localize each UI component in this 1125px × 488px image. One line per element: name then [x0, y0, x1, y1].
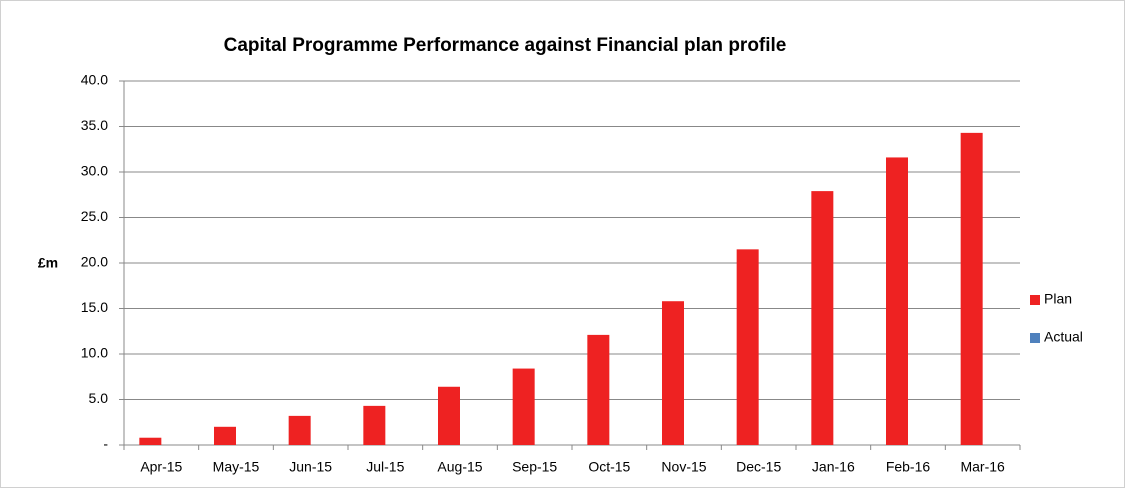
legend-swatch	[1030, 295, 1040, 305]
bar	[139, 437, 162, 445]
bar	[662, 301, 684, 445]
y-tick-label: 20.0	[81, 254, 108, 270]
legend-swatch	[1030, 333, 1040, 343]
y-tick-label: 15.0	[81, 299, 108, 315]
chart-title: Capital Programme Performance against Fi…	[224, 35, 787, 56]
bar	[438, 386, 460, 445]
x-tick-label: Jan-16	[812, 459, 855, 475]
bar	[587, 334, 610, 445]
legend-label: Plan	[1044, 291, 1072, 307]
bar	[363, 405, 386, 445]
x-tick-label: Oct-15	[588, 459, 630, 475]
bar	[960, 132, 983, 445]
y-tick-label: 10.0	[81, 345, 108, 361]
bar	[214, 426, 236, 445]
bar	[811, 191, 834, 445]
x-tick-label: Jun-15	[289, 459, 332, 475]
y-tick-label: 40.0	[81, 72, 108, 88]
y-tick-label: -	[103, 436, 108, 452]
y-tick-label: 25.0	[81, 208, 108, 224]
legend-label: Actual	[1044, 329, 1083, 345]
x-tick-label: May-15	[213, 459, 260, 475]
bar	[512, 368, 535, 445]
x-tick-label: Aug-15	[437, 459, 482, 475]
x-tick-label: Sep-15	[512, 459, 557, 475]
x-tick-label: Mar-16	[960, 459, 1005, 475]
y-tick-label: 5.0	[89, 390, 109, 406]
x-tick-label: Dec-15	[736, 459, 781, 475]
y-axis-label: £m	[38, 255, 58, 271]
y-tick-label: 35.0	[81, 117, 108, 133]
bar	[886, 157, 908, 445]
x-tick-label: Jul-15	[366, 459, 404, 475]
x-tick-label: Apr-15	[140, 459, 182, 475]
y-tick-label: 30.0	[81, 163, 108, 179]
x-tick-label: Feb-16	[886, 459, 931, 475]
bar	[288, 415, 311, 445]
x-tick-label: Nov-15	[661, 459, 706, 475]
bar	[736, 249, 759, 445]
